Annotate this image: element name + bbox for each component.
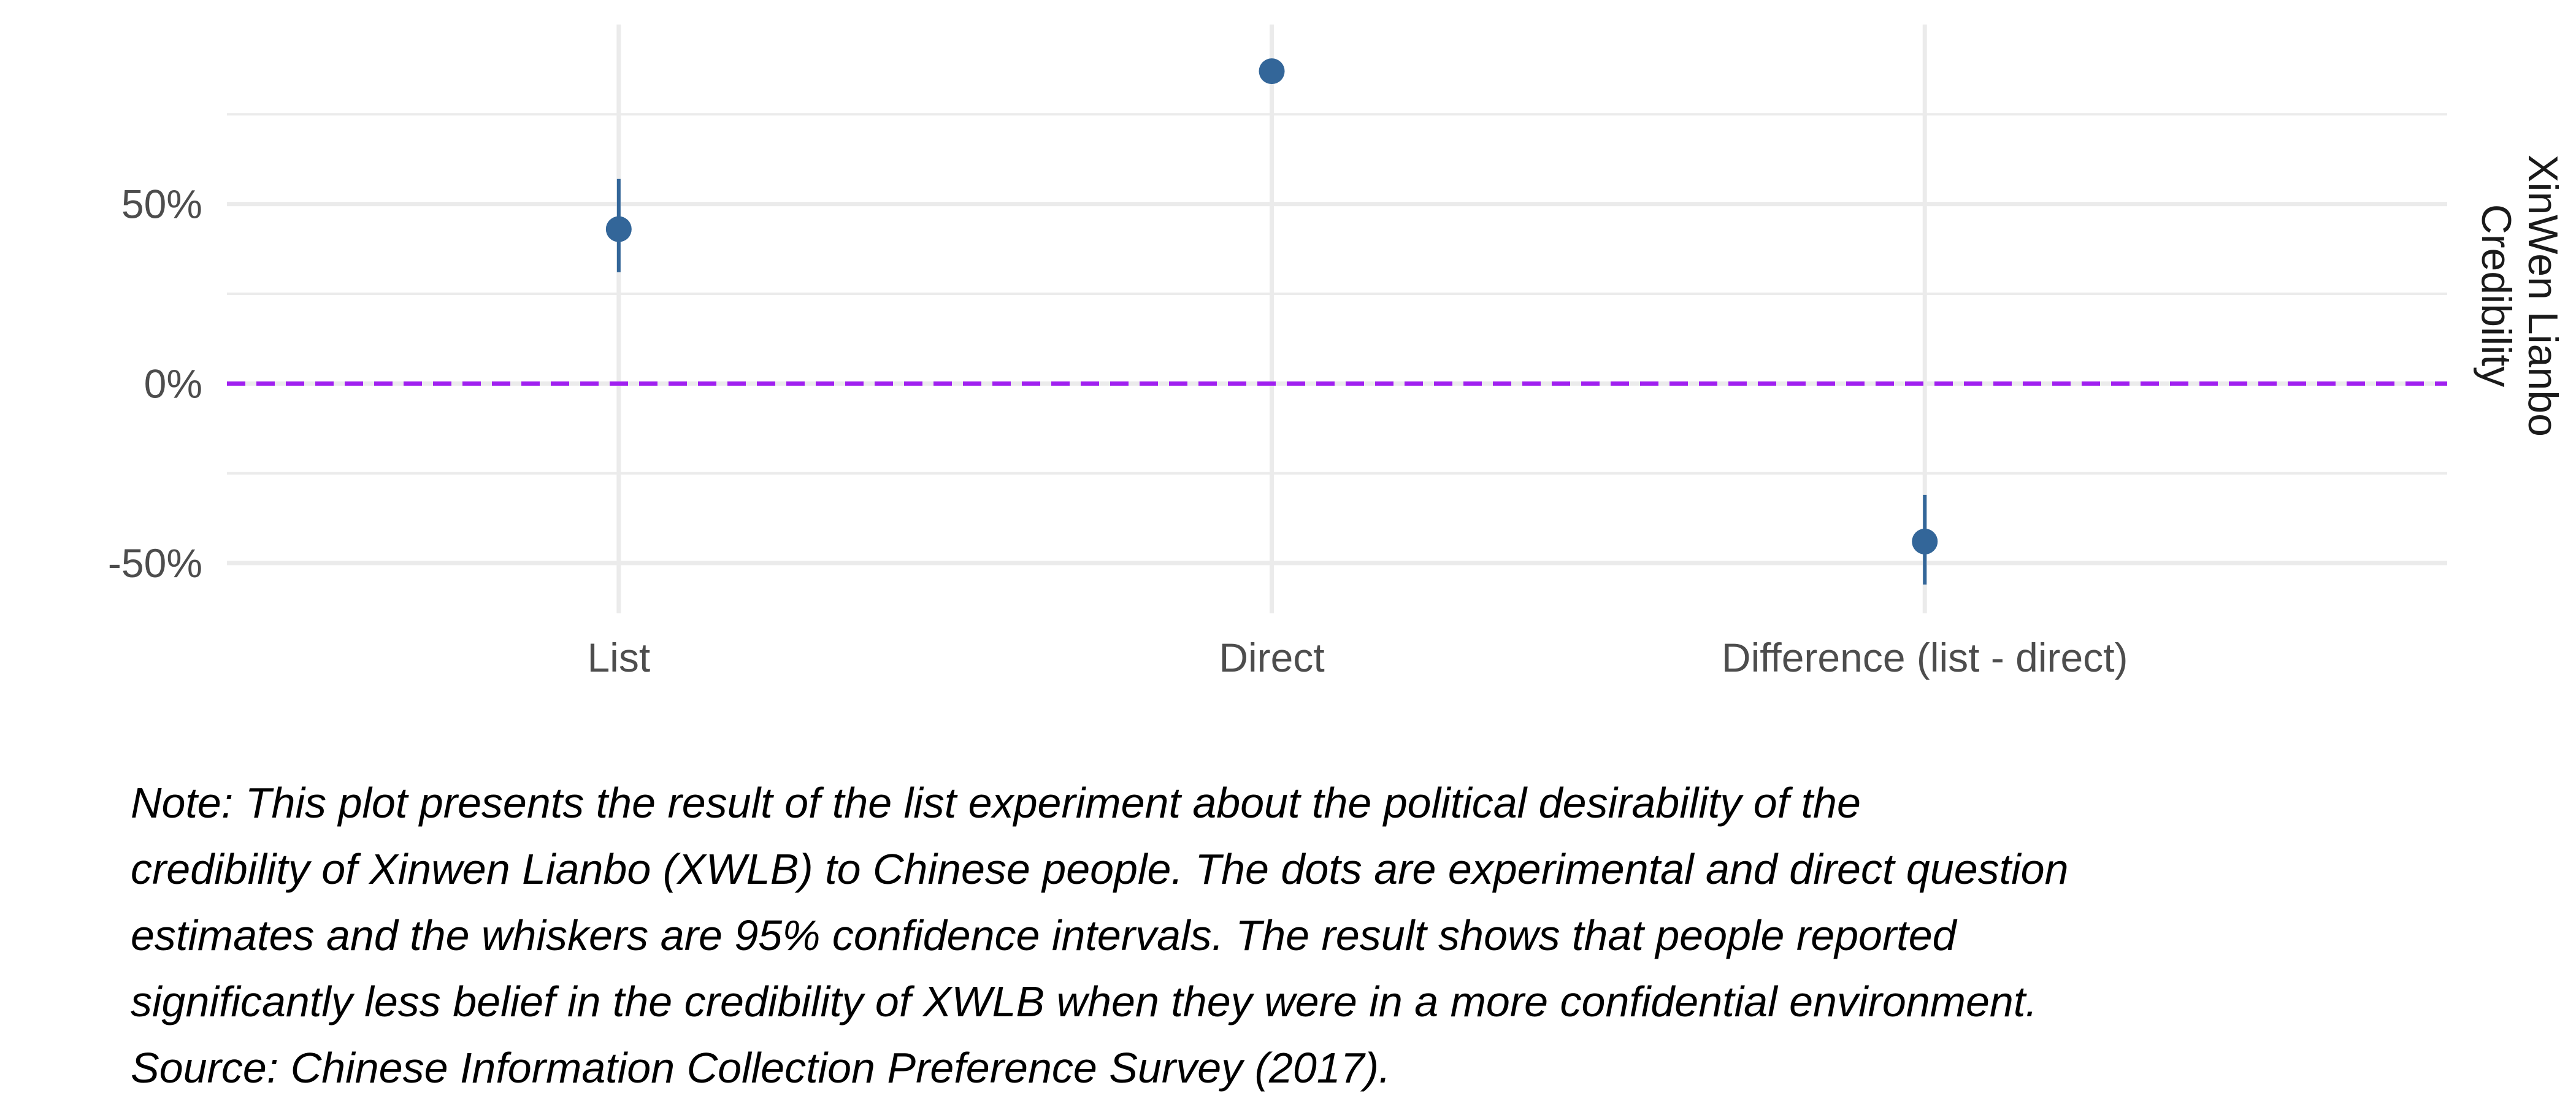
note-line: significantly less belief in the credibi… xyxy=(131,978,2037,1025)
y-tick-label: 50% xyxy=(121,182,202,227)
x-tick-label: Difference (list - direct) xyxy=(1722,635,2128,680)
note-line: estimates and the whiskers are 95% confi… xyxy=(131,911,1957,959)
x-tick-label: Direct xyxy=(1219,635,1324,680)
facet-strip-label: XinWen LianboCredibility xyxy=(2473,155,2566,437)
y-axis-tick-labels: -50% 0% 50% xyxy=(108,182,202,586)
figure-note: Note: This plot presents the result of t… xyxy=(131,770,2277,1101)
facet-label-line: XinWen Lianbo xyxy=(2520,155,2566,437)
note-line: Source: Chinese Information Collection P… xyxy=(131,1044,1391,1092)
facet-label: XinWen LianboCredibility xyxy=(2473,155,2566,437)
data-point xyxy=(605,216,632,242)
x-tick-label: List xyxy=(587,635,650,680)
note-line: credibility of Xinwen Lianbo (XWLB) to C… xyxy=(131,845,2069,893)
y-tick-label: 0% xyxy=(144,361,202,406)
data-point xyxy=(1912,528,1938,554)
plot-area: -50% 0% 50% List Direct Difference (list - d… xyxy=(108,25,2566,680)
data-point xyxy=(1259,58,1285,85)
data-marks xyxy=(605,58,1938,585)
facet-label-line: Credibility xyxy=(2473,204,2520,388)
minor-gridlines xyxy=(227,113,2447,475)
y-tick-label: -50% xyxy=(108,540,202,586)
note-line: Note: This plot presents the result of t… xyxy=(131,779,1861,827)
x-axis-tick-labels: List Direct Difference (list - direct) xyxy=(587,635,2128,680)
major-gridlines xyxy=(227,25,2447,613)
